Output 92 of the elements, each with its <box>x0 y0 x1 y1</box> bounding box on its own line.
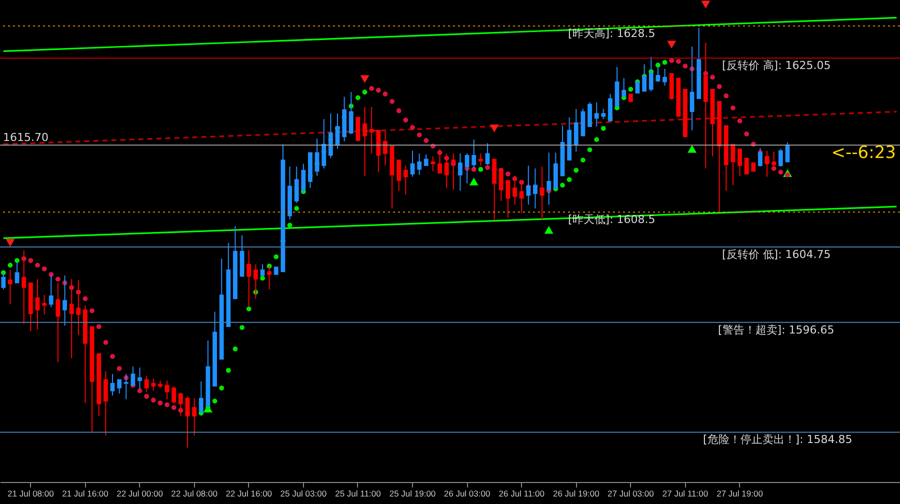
x-tick-label: 27 Jul 11:00 <box>662 488 708 498</box>
point <box>560 182 565 188</box>
candlestick <box>588 102 592 128</box>
candlestick <box>744 158 749 174</box>
candlestick <box>260 264 265 276</box>
candlestick <box>506 180 510 218</box>
point <box>212 398 218 404</box>
x-tick-label: 25 Jul 19:00 <box>389 488 436 498</box>
candlestick <box>362 106 367 176</box>
candlestick <box>1 272 6 290</box>
point <box>688 145 697 153</box>
candlestick <box>56 282 60 362</box>
ref-line-label: 1615.70 <box>3 131 48 144</box>
candlestick <box>410 150 415 178</box>
ref-line-label: [昨天高]: 1628.5 <box>568 27 656 40</box>
point <box>656 62 660 68</box>
candlestick <box>35 278 40 330</box>
candlestick <box>403 165 408 195</box>
candlestick <box>478 153 483 166</box>
point <box>260 276 265 281</box>
candlestick <box>772 151 776 169</box>
point <box>274 254 279 260</box>
point <box>360 75 370 83</box>
candlestick <box>267 266 272 290</box>
candlestick <box>738 148 742 176</box>
point <box>478 166 484 172</box>
candlestick <box>622 78 626 98</box>
candlestick <box>172 386 176 404</box>
point <box>600 126 606 131</box>
point <box>294 206 300 211</box>
x-tick-label: 26 Jul 03:00 <box>444 488 490 498</box>
point <box>667 40 676 49</box>
candlestick <box>498 170 504 202</box>
candlestick <box>117 379 122 394</box>
point <box>240 325 244 330</box>
ref-line-label: [警告！超卖]: 1596.65 <box>718 323 834 336</box>
x-tick-label: 21 Jul 16:00 <box>62 488 109 498</box>
point <box>14 258 20 263</box>
annotation: <--6:23 <box>831 143 896 164</box>
ref-line-label: [危险！停止卖出！]: 1584.85 <box>703 433 852 446</box>
candlestick <box>601 108 606 120</box>
ref-line-label: [反转价 低]: 1604.75 <box>722 248 831 262</box>
candlestick <box>151 378 156 392</box>
point <box>232 346 238 352</box>
point <box>246 306 252 312</box>
candlestick <box>103 370 108 436</box>
point <box>6 238 15 247</box>
candlestick <box>144 375 149 392</box>
point <box>219 386 224 390</box>
point <box>356 95 360 100</box>
candlestick <box>778 148 783 168</box>
candlestick <box>662 68 667 86</box>
x-tick-label: 26 Jul 19:00 <box>552 488 600 498</box>
point <box>469 178 478 186</box>
point <box>362 90 368 95</box>
candlestick <box>110 374 115 396</box>
point <box>701 0 710 9</box>
x-tick-label: 22 Jul 08:00 <box>171 488 218 498</box>
candlestick <box>356 116 360 142</box>
candlestick <box>396 160 402 192</box>
point <box>8 262 13 268</box>
point <box>662 60 668 65</box>
candlestick <box>8 269 12 305</box>
candlestick <box>294 166 299 204</box>
x-tick-label: 21 Jul 08:00 <box>8 488 54 498</box>
candlestick <box>574 108 578 152</box>
candlestick <box>594 102 599 128</box>
candlestick <box>485 142 490 166</box>
point <box>490 124 499 132</box>
point <box>594 137 600 142</box>
point <box>628 86 634 92</box>
point <box>544 226 554 234</box>
point <box>226 368 231 373</box>
x-tick-label: 27 Jul 03:00 <box>608 488 654 498</box>
point <box>574 168 579 173</box>
x-tick-label: 25 Jul 03:00 <box>280 488 327 498</box>
candlestick <box>42 294 47 316</box>
x-tick-label: 26 Jul 11:00 <box>498 488 545 498</box>
x-tick-label: 22 Jul 00:00 <box>116 488 164 498</box>
candlestick <box>383 130 388 166</box>
x-tick-label: 25 Jul 11:00 <box>335 488 382 498</box>
ref-line-label: [反转价 高]: 1625.05 <box>722 59 831 72</box>
candlestick <box>417 153 422 176</box>
point <box>580 158 586 162</box>
point <box>587 147 592 152</box>
x-tick-label: 27 Jul 19:00 <box>716 488 764 498</box>
point <box>566 177 572 182</box>
point <box>287 222 292 228</box>
candlestick <box>369 106 374 154</box>
candlestick <box>430 156 436 172</box>
candlestick <box>424 154 428 166</box>
x-tick-label: 22 Jul 16:00 <box>226 488 272 498</box>
